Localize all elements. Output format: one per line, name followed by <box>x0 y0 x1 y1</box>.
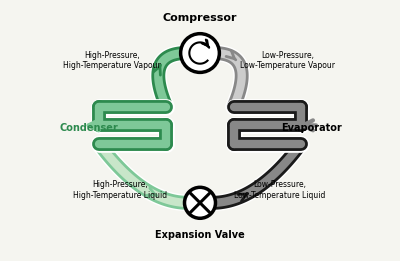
Circle shape <box>184 187 216 218</box>
Circle shape <box>181 34 219 72</box>
Text: Low-Pressure,
Low-Temperature Vapour: Low-Pressure, Low-Temperature Vapour <box>240 51 335 70</box>
Text: Compressor: Compressor <box>163 13 237 23</box>
Text: High-Pressure,
High-Temperature Liquid: High-Pressure, High-Temperature Liquid <box>73 180 167 200</box>
Text: Expansion Valve: Expansion Valve <box>155 230 245 240</box>
Text: Condenser: Condenser <box>60 123 118 133</box>
Text: Low-Pressure,
Low-Temperature Liquid: Low-Pressure, Low-Temperature Liquid <box>234 180 326 200</box>
Text: High-Pressure,
High-Temperature Vapour: High-Pressure, High-Temperature Vapour <box>63 51 161 70</box>
Text: Evaporator: Evaporator <box>281 123 342 133</box>
